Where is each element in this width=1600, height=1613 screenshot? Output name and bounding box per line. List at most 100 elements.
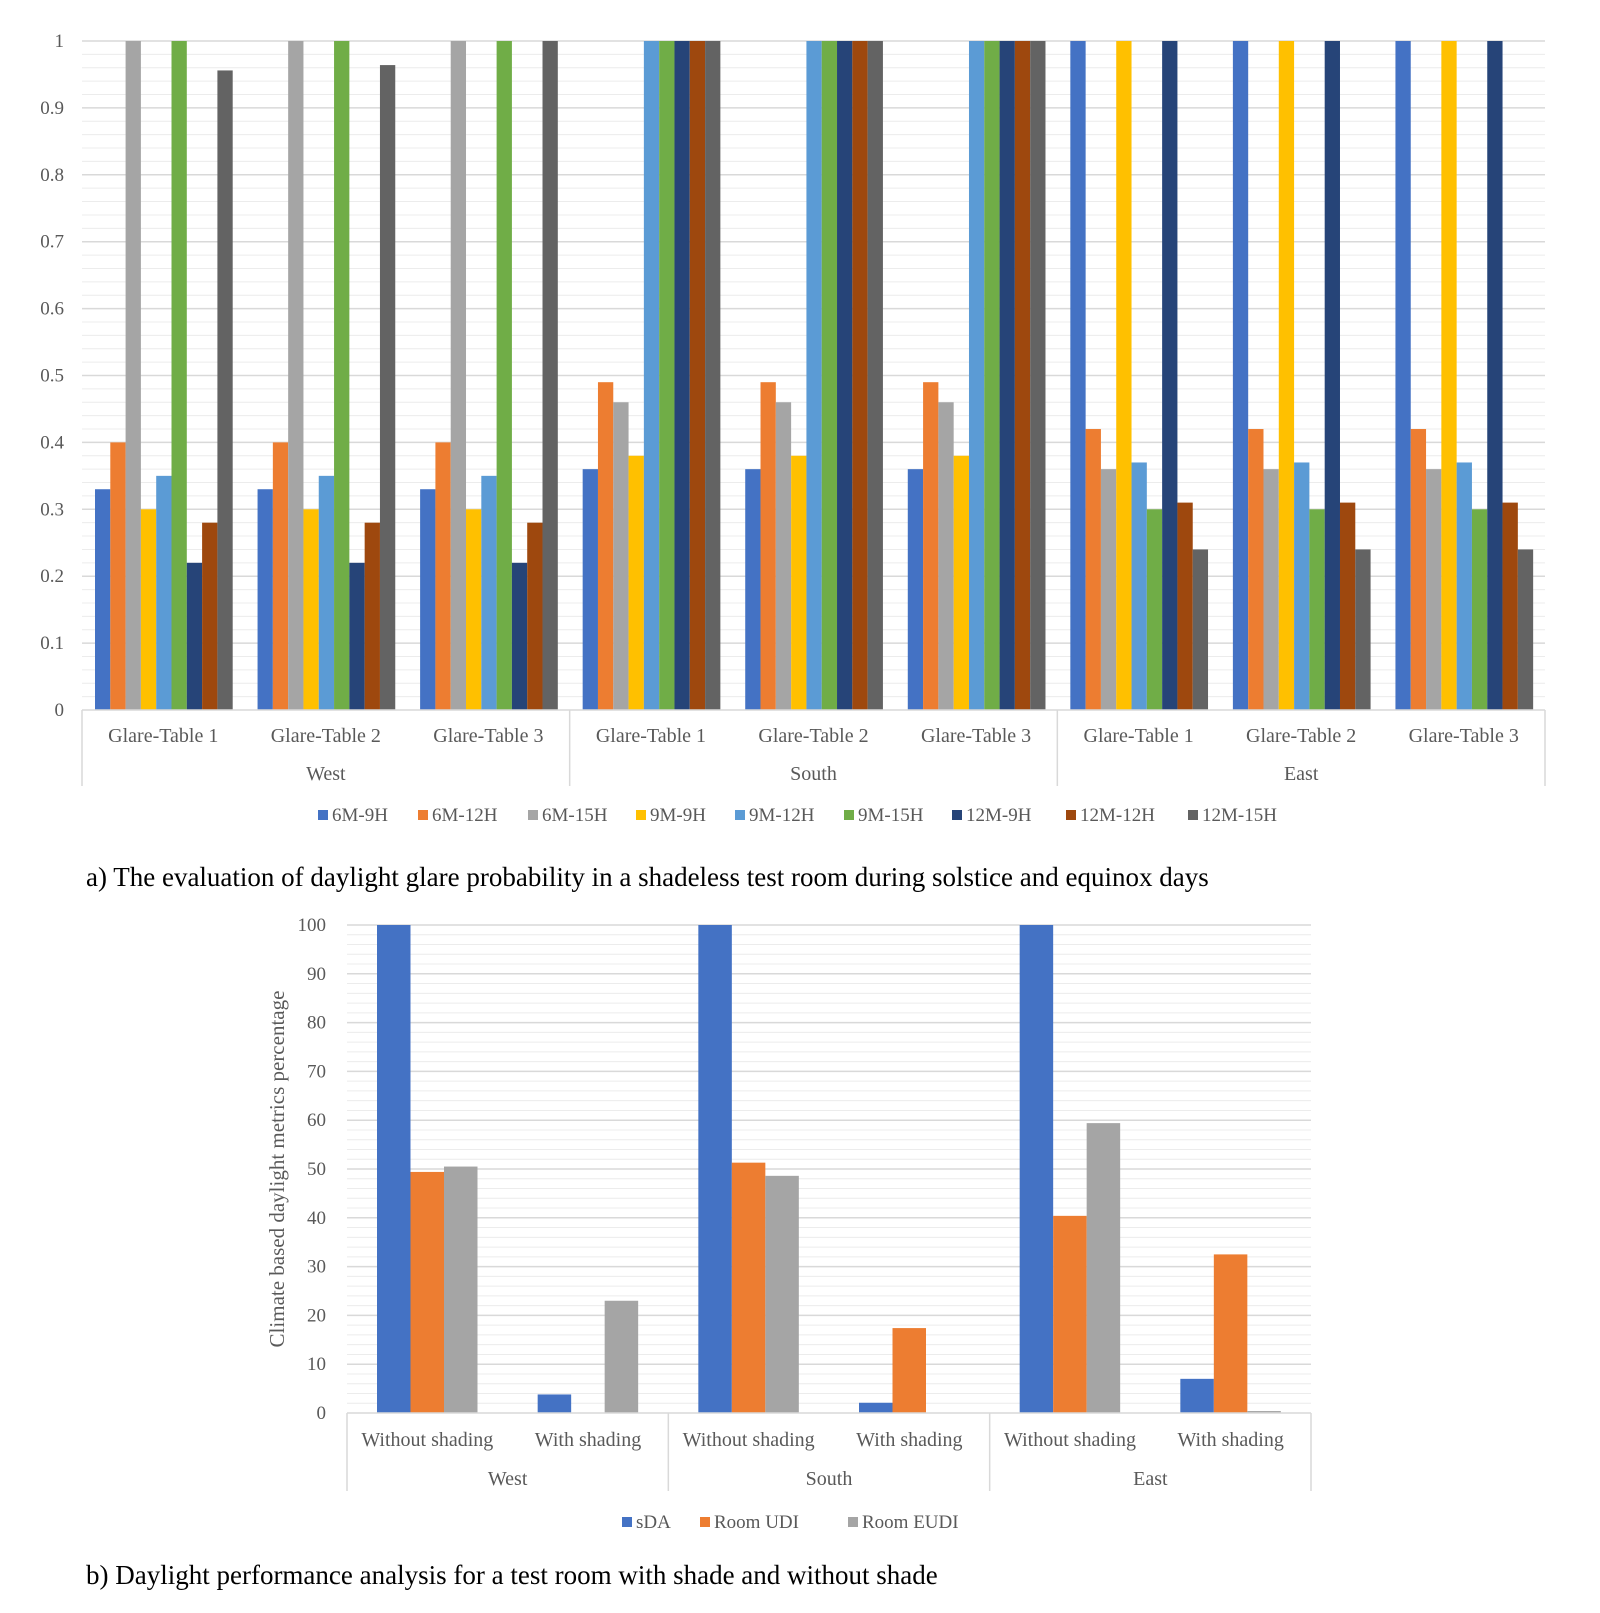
bar-6m-9h xyxy=(745,469,761,710)
bar-12m-12h xyxy=(202,522,218,710)
group-label: East xyxy=(1284,763,1319,785)
caption-a: a) The evaluation of daylight glare prob… xyxy=(86,862,1209,892)
group-label: South xyxy=(806,1468,853,1490)
legend-swatch xyxy=(952,810,962,820)
bar-12m-9h xyxy=(837,41,853,710)
bar-12m-9h xyxy=(186,562,203,710)
y-tick-label: 0.2 xyxy=(40,566,64,587)
bar-6m-15h xyxy=(1263,469,1279,710)
bar-9m-12h xyxy=(1456,462,1472,710)
y-tick-label: 0.7 xyxy=(40,232,64,253)
legend-label: 9M-15H xyxy=(858,805,924,826)
y-tick-label: 20 xyxy=(307,1305,326,1326)
bar-9m-12h xyxy=(643,41,660,710)
bar-room-udi xyxy=(410,1171,444,1413)
bar-9m-12h xyxy=(481,475,497,710)
bar-9m-9h xyxy=(1116,41,1132,710)
bar-6m-15h xyxy=(450,41,467,710)
y-tick-label: 0.4 xyxy=(40,432,64,453)
bar-12m-15h xyxy=(1517,549,1534,710)
category-label: Glare-Table 1 xyxy=(596,725,706,747)
bar-6m-15h xyxy=(775,402,792,710)
bar-9m-9h xyxy=(140,509,157,710)
y-tick-label: 90 xyxy=(307,964,326,985)
y-tick-label: 100 xyxy=(298,915,327,936)
bar-room-eudi xyxy=(604,1300,639,1413)
bar-12m-12h xyxy=(1014,41,1031,710)
bar-6m-15h xyxy=(613,402,629,710)
legend-swatch xyxy=(528,810,538,820)
category-label: With shading xyxy=(1177,1429,1283,1451)
bar-6m-12h xyxy=(760,382,776,710)
y-axis-title: Climate based daylight metrics percentag… xyxy=(265,991,289,1348)
legend-swatch xyxy=(318,810,328,820)
bar-12m-15h xyxy=(867,41,883,710)
bar-12m-9h xyxy=(1487,41,1503,710)
group-label: South xyxy=(790,763,837,785)
category-label: Glare-Table 2 xyxy=(271,725,381,747)
bar-12m-15h xyxy=(705,41,721,710)
category-label: With shading xyxy=(535,1429,641,1451)
bar-sda xyxy=(1180,1378,1214,1413)
bar-9m-12h xyxy=(968,41,985,710)
legend-swatch xyxy=(844,810,854,820)
bar-9m-12h xyxy=(1131,462,1147,710)
bar-12m-9h xyxy=(349,562,365,710)
bar-6m-15h xyxy=(125,41,141,710)
bar-12m-9h xyxy=(1162,41,1178,710)
bar-room-eudi xyxy=(444,1166,478,1413)
bar-6m-9h xyxy=(420,489,436,710)
bar-9m-9h xyxy=(466,509,482,710)
bar-9m-15h xyxy=(821,41,838,710)
legend-swatch xyxy=(848,1517,858,1527)
group-label: West xyxy=(306,763,346,785)
bar-12m-12h xyxy=(527,522,543,710)
bar-9m-9h xyxy=(303,509,319,710)
bar-sda xyxy=(1019,925,1054,1413)
y-tick-label: 0 xyxy=(317,1403,327,1424)
bar-12m-12h xyxy=(1177,502,1193,710)
bar-12m-9h xyxy=(511,562,528,710)
bar-6m-15h xyxy=(1426,469,1442,710)
y-tick-label: 0.5 xyxy=(40,366,64,387)
bar-6m-12h xyxy=(1085,429,1101,710)
bar-6m-15h xyxy=(938,402,954,710)
category-label: Without shading xyxy=(1004,1429,1136,1451)
bar-12m-15h xyxy=(1192,549,1209,710)
legend-label: 12M-12H xyxy=(1080,805,1155,826)
y-tick-label: 1 xyxy=(55,31,65,52)
legend-label: 6M-15H xyxy=(542,805,608,826)
bar-6m-12h xyxy=(435,442,451,710)
category-label: Glare-Table 3 xyxy=(433,725,543,747)
bar-6m-12h xyxy=(923,382,939,710)
legend-label: 6M-12H xyxy=(432,805,498,826)
bar-9m-15h xyxy=(1471,509,1488,710)
y-tick-label: 0.1 xyxy=(40,633,64,654)
legend-swatch xyxy=(1188,810,1198,820)
bar-6m-9h xyxy=(257,489,273,710)
legend-label: 12M-9H xyxy=(966,805,1032,826)
bar-room-eudi xyxy=(1086,1123,1121,1413)
legend-swatch xyxy=(418,810,428,820)
daylight-performance-chart: 0 10 20 30 40 50 60 70 80 90 100 Without shading Wit… xyxy=(265,915,1312,1533)
bar-12m-12h xyxy=(852,41,868,710)
bar-room-udi xyxy=(1213,1254,1248,1413)
legend-swatch xyxy=(735,810,745,820)
bar-12m-15h xyxy=(379,65,396,711)
bar-9m-9h xyxy=(628,455,644,710)
bar-9m-9h xyxy=(953,455,969,710)
y-tick-label: 80 xyxy=(307,1013,326,1034)
category-label: With shading xyxy=(856,1429,962,1451)
category-label: Glare-Table 3 xyxy=(1409,725,1519,747)
bar-room-udi xyxy=(1053,1215,1087,1413)
bar-room-eudi xyxy=(1247,1411,1281,1413)
bar-room-udi xyxy=(892,1328,926,1413)
y-tick-label: 50 xyxy=(307,1159,326,1180)
bar-12m-12h xyxy=(1339,502,1356,710)
bar-12m-15h xyxy=(1030,41,1046,710)
bar-sda xyxy=(698,925,732,1413)
bar-room-eudi xyxy=(765,1175,799,1413)
bar-12m-15h xyxy=(1355,549,1371,710)
category-label: Glare-Table 1 xyxy=(108,725,218,747)
y-tick-label: 0 xyxy=(55,700,65,721)
